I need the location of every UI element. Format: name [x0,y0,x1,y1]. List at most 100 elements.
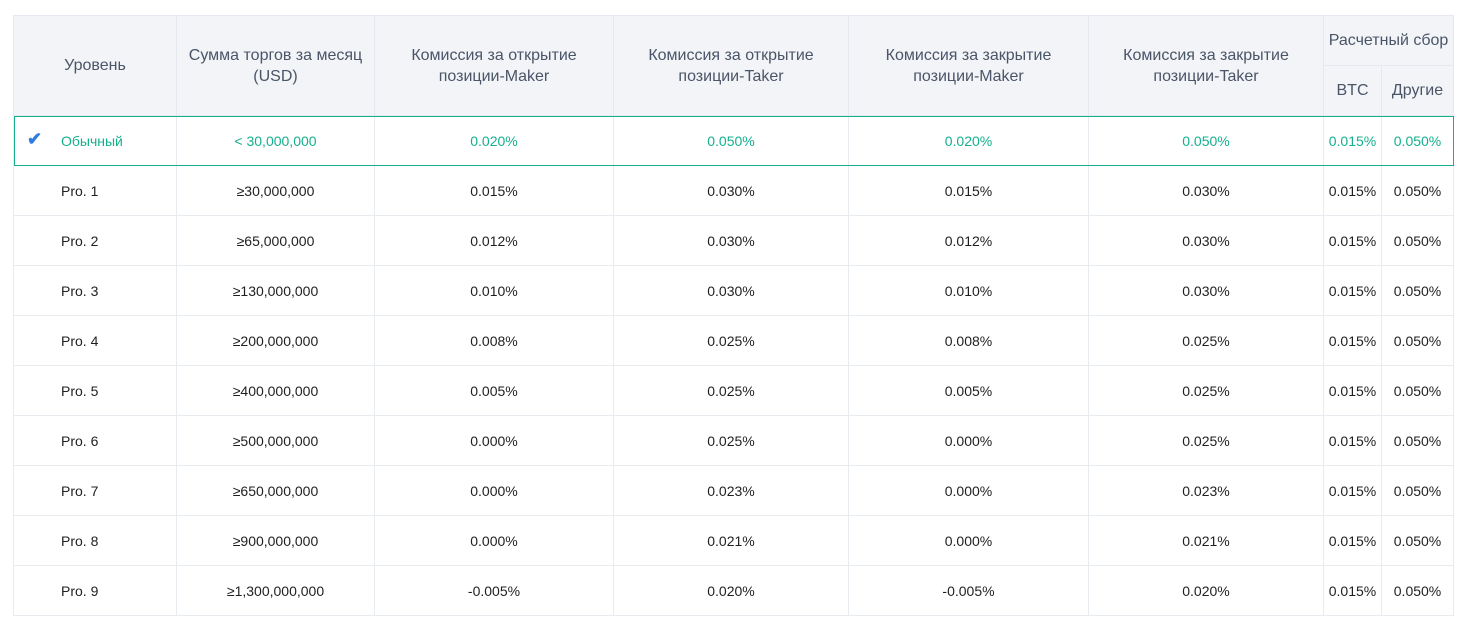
cell-volume: ≥900,000,000 [176,515,375,566]
table-body: ✔ Обычный < 30,000,000 0.020% 0.050% 0.020% 0.… [13,115,1455,616]
table-row: Pro. 3 ≥130,000,000 0.010% 0.030% 0.010% 0.03… [13,265,1455,316]
cell-level: ✔ Обычный [13,115,177,166]
cell-btc: 0.015% [1323,215,1382,266]
cell-open-maker: 0.000% [374,415,614,466]
cell-other: 0.050% [1380,315,1455,366]
table-row: Pro. 7 ≥650,000,000 0.000% 0.023% 0.000% 0.02… [13,465,1455,516]
cell-other: 0.050% [1380,565,1455,616]
cell-open-maker: 0.012% [374,215,614,266]
cell-open-maker: 0.020% [374,115,614,166]
level-label: Pro. 1 [61,182,99,199]
header-settlement: Расчетный сбор [1322,15,1455,66]
header-close-maker: Комиссия за закрытие позиции-Maker [848,15,1089,116]
cell-close-maker: 0.000% [848,465,1089,516]
cell-level: Pro. 6 [13,415,177,466]
cell-close-taker: 0.025% [1088,315,1324,366]
cell-close-maker: 0.005% [848,365,1089,416]
cell-btc: 0.015% [1323,515,1382,566]
table-row: Pro. 8 ≥900,000,000 0.000% 0.021% 0.000% 0.02… [13,515,1455,566]
cell-btc: 0.015% [1323,115,1382,166]
cell-volume: ≥650,000,000 [176,465,375,516]
cell-open-taker: 0.025% [613,315,849,366]
cell-other: 0.050% [1380,515,1455,566]
cell-close-maker: 0.020% [848,115,1089,166]
cell-level: Pro. 3 [13,265,177,316]
cell-close-taker: 0.021% [1088,515,1324,566]
cell-other: 0.050% [1380,265,1455,316]
level-label: Pro. 3 [61,282,99,299]
cell-volume: ≥130,000,000 [176,265,375,316]
cell-volume: ≥200,000,000 [176,315,375,366]
cell-open-taker: 0.021% [613,515,849,566]
cell-close-taker: 0.025% [1088,365,1324,416]
level-label: Обычный [61,132,123,149]
table-row: Pro. 6 ≥500,000,000 0.000% 0.025% 0.000% 0.02… [13,415,1455,466]
header-open-maker: Комиссия за открытие позиции-Maker [374,15,614,116]
cell-btc: 0.015% [1323,415,1382,466]
cell-open-taker: 0.030% [613,265,849,316]
cell-open-taker: 0.025% [613,365,849,416]
cell-volume: ≥1,300,000,000 [176,565,375,616]
cell-other: 0.050% [1380,115,1455,166]
cell-close-taker: 0.030% [1088,165,1324,216]
level-label: Pro. 4 [61,332,99,349]
cell-close-taker: 0.025% [1088,415,1324,466]
cell-close-maker: 0.000% [848,515,1089,566]
cell-close-taker: 0.030% [1088,215,1324,266]
table-row: Pro. 5 ≥400,000,000 0.005% 0.025% 0.005% 0.02… [13,365,1455,416]
cell-volume: ≥30,000,000 [176,165,375,216]
cell-close-taker: 0.030% [1088,265,1324,316]
cell-btc: 0.015% [1323,265,1382,316]
level-label: Pro. 9 [61,582,99,599]
cell-open-maker: 0.005% [374,365,614,416]
level-label: Pro. 6 [61,432,99,449]
cell-level: Pro. 7 [13,465,177,516]
cell-open-maker: 0.008% [374,315,614,366]
cell-open-maker: 0.000% [374,465,614,516]
cell-volume: ≥500,000,000 [176,415,375,466]
cell-btc: 0.015% [1323,315,1382,366]
cell-btc: 0.015% [1323,565,1382,616]
cell-open-taker: 0.023% [613,465,849,516]
cell-level: Pro. 1 [13,165,177,216]
cell-open-taker: 0.030% [613,215,849,266]
header-other: Другие [1380,65,1455,116]
cell-open-taker: 0.030% [613,165,849,216]
cell-btc: 0.015% [1323,365,1382,416]
cell-other: 0.050% [1380,365,1455,416]
cell-volume: < 30,000,000 [176,115,375,166]
cell-btc: 0.015% [1323,465,1382,516]
cell-open-taker: 0.020% [613,565,849,616]
cell-close-maker: 0.008% [848,315,1089,366]
level-label: Pro. 7 [61,482,99,499]
cell-level: Pro. 5 [13,365,177,416]
level-label: Pro. 2 [61,232,99,249]
table-row-current: ✔ Обычный < 30,000,000 0.020% 0.050% 0.020% 0.… [13,115,1455,166]
cell-other: 0.050% [1380,465,1455,516]
table-row: Pro. 2 ≥65,000,000 0.012% 0.030% 0.012% 0.030… [13,215,1455,266]
cell-other: 0.050% [1380,415,1455,466]
table-row: Pro. 4 ≥200,000,000 0.008% 0.025% 0.008% 0.02… [13,315,1455,366]
cell-close-maker: 0.000% [848,415,1089,466]
cell-other: 0.050% [1380,165,1455,216]
header-open-taker: Комиссия за открытие позиции-Taker [613,15,849,116]
cell-close-maker: 0.010% [848,265,1089,316]
cell-volume: ≥65,000,000 [176,215,375,266]
table-row: Pro. 1 ≥30,000,000 0.015% 0.030% 0.015% 0.030… [13,165,1455,216]
cell-open-maker: 0.000% [374,515,614,566]
cell-close-maker: 0.015% [848,165,1089,216]
cell-open-maker: -0.005% [374,565,614,616]
cell-close-maker: -0.005% [848,565,1089,616]
cell-open-maker: 0.015% [374,165,614,216]
checkmark-icon: ✔ [27,129,43,149]
header-volume: Сумма торгов за месяц (USD) [176,15,375,116]
cell-level: Pro. 8 [13,515,177,566]
level-label: Pro. 5 [61,382,99,399]
cell-level: Pro. 9 [13,565,177,616]
cell-open-taker: 0.025% [613,415,849,466]
header-close-taker: Комиссия за закрытие позиции-Taker [1088,15,1324,116]
cell-open-taker: 0.050% [613,115,849,166]
cell-level: Pro. 4 [13,315,177,366]
cell-level: Pro. 2 [13,215,177,266]
cell-btc: 0.015% [1323,165,1382,216]
